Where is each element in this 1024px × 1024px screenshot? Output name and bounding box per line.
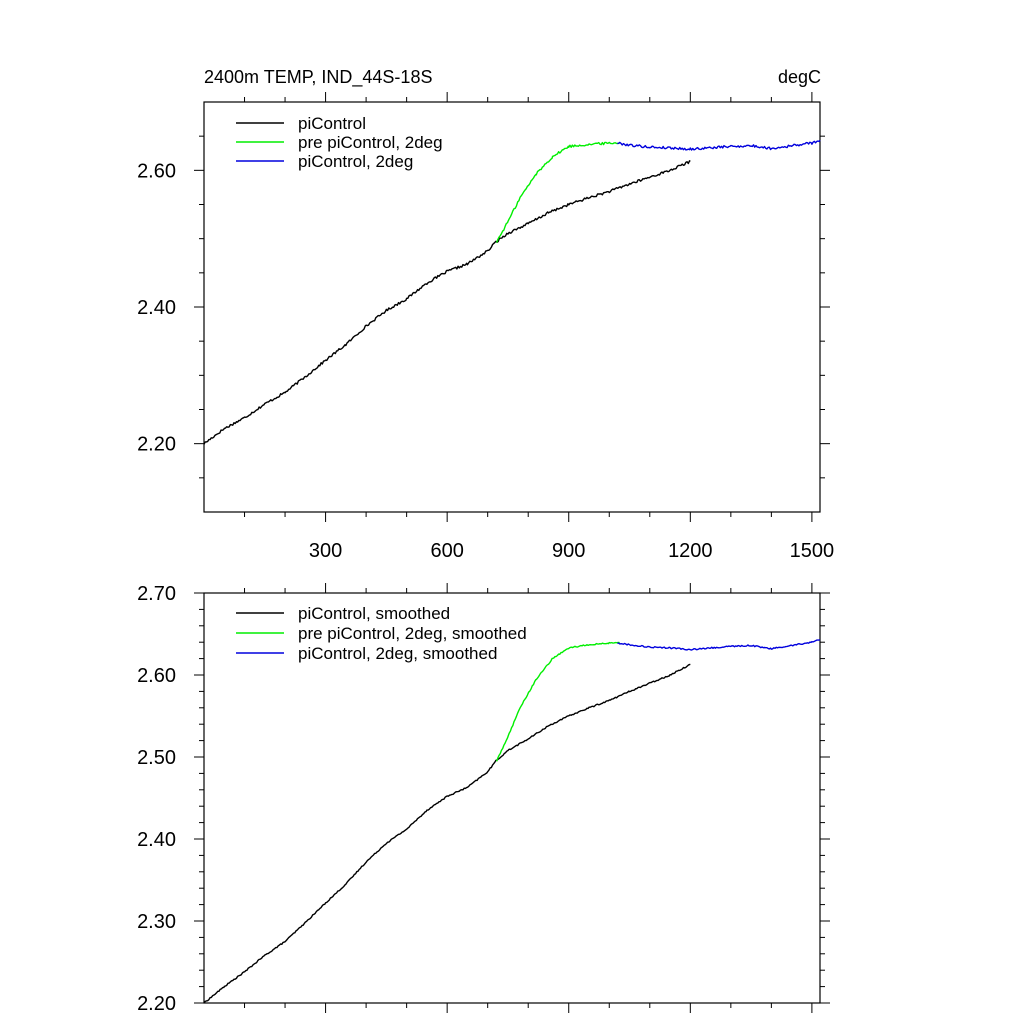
series-line-picontrol-2deg (617, 139, 821, 151)
series-line-picontrol-2deg-smoothed (617, 639, 821, 651)
legend-item: piControl, 2deg, smoothed (236, 644, 497, 663)
y-tick-label: 2.50 (137, 747, 176, 769)
y-tick-label: 2.40 (137, 297, 176, 319)
legend-item: piControl (236, 114, 366, 133)
legend-item: piControl, smoothed (236, 604, 450, 623)
x-axis: 300 600 900 1200 1500 (244, 92, 835, 562)
x-tick-label: 300 (309, 540, 342, 562)
legend-label: piControl, smoothed (298, 604, 450, 623)
legend: piControl pre piControl, 2deg piControl,… (236, 114, 443, 171)
plot-frame (203, 101, 821, 513)
y-tick-label: 2.70 (137, 583, 176, 605)
legend-item: piControl, 2deg (236, 152, 413, 171)
legend-label: piControl, 2deg, smoothed (298, 644, 497, 663)
plot-area (203, 639, 821, 1004)
top-panel: 2400m TEMP, IND_44S-18S degC 300 600 900 12… (137, 67, 834, 562)
series-line-pre-picontrol-2deg (495, 141, 620, 243)
y-tick-label: 2.60 (137, 160, 176, 182)
y-tick-label: 2.30 (137, 911, 176, 933)
x-axis (244, 583, 813, 1013)
y-axis: 2.20 2.40 2.60 (137, 135, 830, 479)
y-tick-label: 2.60 (137, 665, 176, 687)
bottom-panel: 2.20 2.30 2.40 2.50 2.60 2.70 piControl, smoo… (137, 583, 830, 1015)
plot-frame (203, 592, 821, 1004)
legend-label: pre piControl, 2deg (298, 133, 443, 152)
x-tick-label: 600 (430, 540, 463, 562)
plot-area (203, 139, 821, 445)
legend-item: pre piControl, 2deg (236, 133, 443, 152)
series-line-picontrol-smoothed (203, 663, 691, 1004)
x-tick-label: 900 (552, 540, 585, 562)
chart-title: 2400m TEMP, IND_44S-18S (204, 67, 432, 88)
y-tick-label: 2.40 (137, 829, 176, 851)
y-tick-label: 2.20 (137, 434, 176, 456)
legend-label: pre piControl, 2deg, smoothed (298, 624, 527, 643)
series-line-pre-picontrol-2deg-smoothed (495, 641, 620, 762)
legend: piControl, smoothed pre piControl, 2deg,… (236, 604, 527, 663)
legend-label: piControl (298, 114, 366, 133)
series-line-picontrol (203, 160, 691, 445)
y-axis: 2.20 2.30 2.40 2.50 2.60 2.70 (137, 583, 830, 1015)
legend-label: piControl, 2deg (298, 152, 413, 171)
x-tick-label: 1200 (668, 540, 713, 562)
x-tick-label: 1500 (790, 540, 835, 562)
y-tick-label: 2.20 (137, 993, 176, 1015)
legend-item: pre piControl, 2deg, smoothed (236, 624, 527, 643)
units-label: degC (778, 67, 821, 87)
